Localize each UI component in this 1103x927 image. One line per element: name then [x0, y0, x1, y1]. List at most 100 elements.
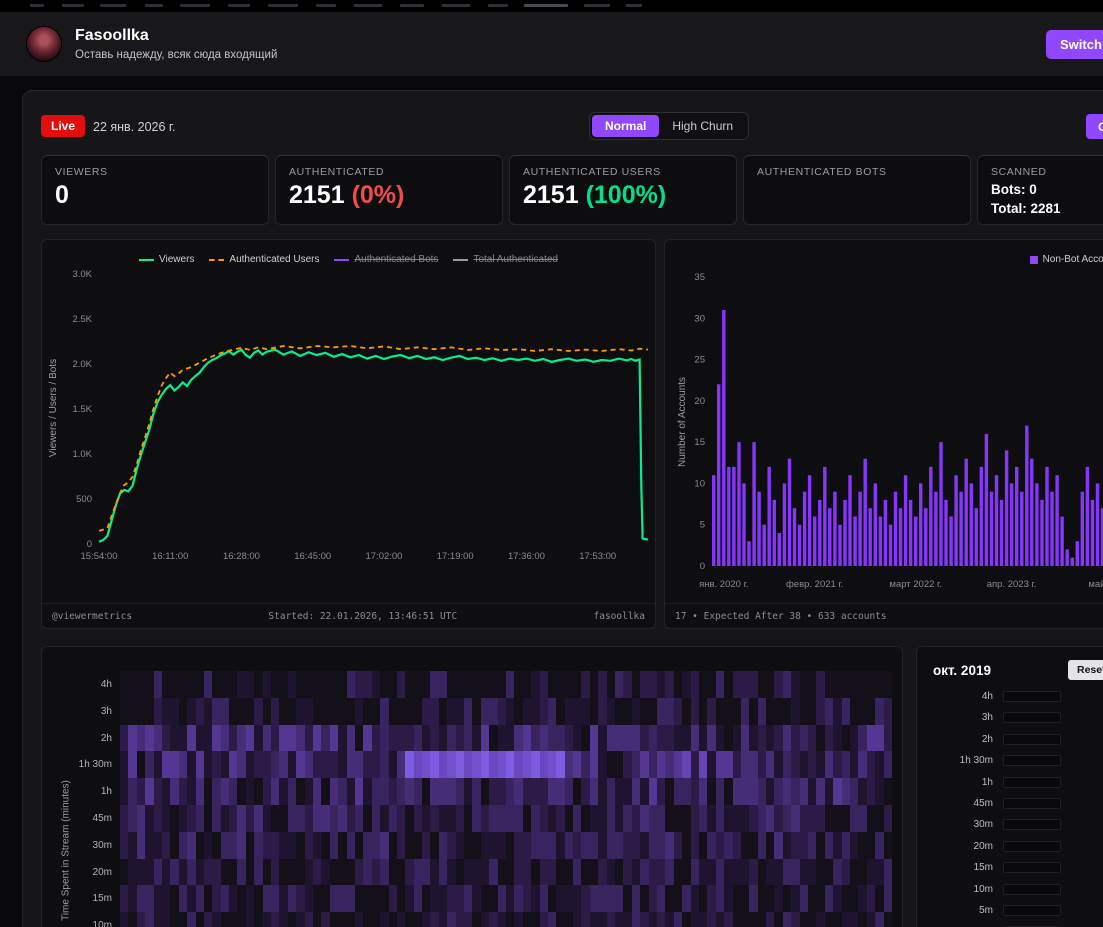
heatmap-cell	[396, 858, 406, 886]
heatmap-cell	[841, 912, 850, 927]
heatmap-cell	[866, 831, 876, 859]
heatmap-cell	[883, 751, 892, 779]
heatmap-cell	[254, 912, 263, 927]
heatmap-cell	[489, 885, 498, 913]
heatmap-cell	[145, 831, 154, 859]
heatmap-cell	[657, 831, 666, 859]
heatmap-cell	[480, 778, 490, 805]
x-tick-label: март 2022 г.	[889, 579, 942, 590]
heatmap-cell	[849, 831, 859, 859]
heatmap-cell	[120, 885, 129, 913]
heatmap-cell	[279, 671, 288, 698]
heatmap-cell	[262, 804, 272, 832]
heatmap-cell	[438, 831, 448, 859]
scanned-bots-line: Bots: 0	[991, 182, 1037, 197]
heatmap-cell	[472, 751, 481, 779]
legend-swatch	[334, 258, 350, 261]
heatmap-cell	[396, 831, 406, 859]
heatmap-cell	[732, 912, 741, 927]
heatmap-cell	[640, 697, 649, 725]
heatmap-cell	[724, 858, 733, 886]
mode-option-normal[interactable]: Normal	[592, 115, 660, 137]
heatmap-cell	[665, 671, 674, 698]
account-bar	[782, 483, 787, 566]
heatmap-cell	[799, 671, 809, 698]
heatmap-cell	[841, 697, 850, 725]
account-bar	[727, 466, 731, 566]
heatmap-cell	[841, 778, 850, 805]
legend-item-viewers[interactable]: Viewers	[139, 254, 194, 265]
go-button[interactable]: Go	[1086, 114, 1103, 139]
heatmap-cell	[422, 804, 431, 832]
time-bucket-bar	[1003, 798, 1061, 809]
heatmap-cell	[220, 804, 230, 832]
heatmap-cell	[380, 831, 389, 859]
account-bar	[1004, 450, 1009, 566]
heatmap-cell	[573, 858, 582, 886]
legend-item-authenticated-bots[interactable]: Authenticated Bots	[334, 254, 438, 265]
churn-mode-toggle: Normal High Churn	[589, 112, 750, 140]
heatmap-cell	[120, 912, 129, 927]
heatmap-cell	[665, 778, 674, 805]
time-bucket-row: 10m	[933, 883, 1061, 895]
heatmap-cell	[766, 671, 775, 698]
heatmap-cell	[161, 751, 171, 779]
heatmap-cell	[698, 751, 708, 779]
heatmap-cell	[824, 912, 834, 927]
heatmap-cell	[497, 804, 506, 832]
heatmap-cell	[178, 697, 188, 725]
heatmap-cell	[698, 697, 708, 725]
top-nav-fragment	[626, 4, 642, 7]
heatmap-cell	[698, 912, 708, 927]
heatmap-cell	[396, 751, 406, 779]
heatmap-cell	[203, 885, 213, 913]
heatmap-cell	[732, 671, 741, 698]
heatmap-cell	[631, 751, 641, 779]
x-tick-label: 17:19:00	[437, 551, 474, 562]
heatmap-cell	[312, 778, 322, 805]
heatmap-cell	[388, 724, 397, 752]
heatmap-cell	[564, 912, 574, 927]
heatmap-cell	[824, 751, 834, 779]
heatmap-cell	[321, 804, 330, 832]
switch-channel-button[interactable]: Switch Channel	[1046, 30, 1103, 59]
heatmap-cell	[631, 885, 641, 913]
y-tick-label: 500	[76, 494, 92, 505]
heatmap-cell	[422, 671, 431, 698]
channel-status-text: Оставь надежду, всяк сюда входящий	[75, 49, 278, 61]
heatmap-cell	[128, 804, 137, 832]
legend-item-non-bot-accounts[interactable]: Non-Bot Accounts	[1029, 254, 1103, 265]
account-bar	[984, 433, 989, 566]
heatmap-cell	[161, 804, 171, 832]
heatmap-cell	[430, 671, 439, 698]
heatmap-cell	[749, 858, 758, 886]
heatmap-cell	[581, 724, 590, 752]
heatmap-cell	[782, 671, 792, 698]
heatmap-cell	[161, 697, 171, 725]
heatmap-cell	[480, 885, 490, 913]
heatmap-cell	[405, 697, 414, 725]
heatmap-cell	[455, 778, 465, 805]
heatmap-row-label: 30m	[92, 839, 112, 851]
time-bucket-bar	[1003, 733, 1061, 745]
legend-item-authenticated-users[interactable]: Authenticated Users	[209, 254, 319, 265]
heatmap-cell	[229, 804, 238, 832]
heatmap-cell	[883, 724, 892, 752]
heatmap-cell	[573, 697, 582, 725]
reset-button[interactable]: Reset	[1068, 660, 1103, 680]
heatmap-cell	[514, 858, 523, 886]
heatmap-cell	[623, 858, 632, 886]
heatmap-cell	[388, 831, 397, 859]
line-chart-y-axis-label: Viewers / Users / Bots	[48, 359, 59, 457]
heatmap-cell	[430, 697, 439, 725]
heatmap-cell	[480, 831, 490, 859]
heatmap-cell	[170, 697, 179, 725]
heatmap-cell	[615, 912, 624, 927]
heatmap-cell	[774, 697, 783, 725]
heatmap-cell	[522, 831, 532, 859]
heatmap-cell	[354, 804, 364, 832]
heatmap-cell	[455, 724, 465, 752]
mode-option-high-churn[interactable]: High Churn	[672, 119, 734, 133]
heatmap-cell	[195, 724, 204, 752]
legend-item-total-authenticated[interactable]: Total Authenticated	[453, 254, 558, 265]
